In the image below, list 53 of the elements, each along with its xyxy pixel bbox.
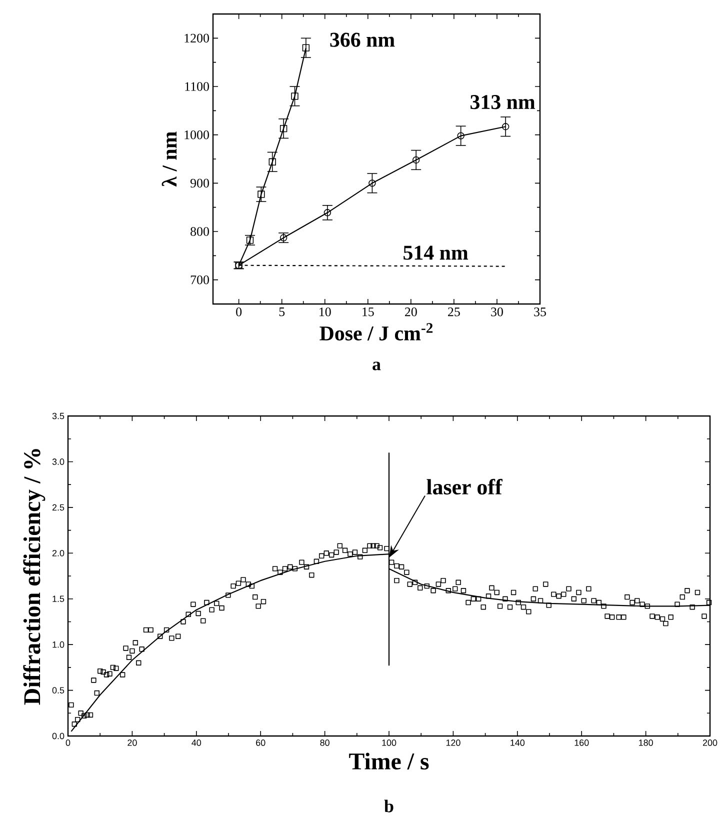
- y-tick-label: 0.5: [52, 687, 64, 694]
- x-tick-label: 35: [534, 308, 546, 316]
- point: [280, 124, 288, 132]
- x-tick-label: 30: [491, 308, 503, 316]
- x-tick-label: 15: [362, 308, 374, 316]
- point: [258, 190, 265, 198]
- y-tick-label: 900: [190, 178, 209, 188]
- x-tick-label: 40: [192, 740, 202, 746]
- x-tick-label: 200: [702, 740, 718, 746]
- point: [291, 92, 298, 100]
- x-tick-label: 60: [256, 740, 266, 746]
- x-tick-label: 120: [446, 740, 460, 746]
- x-tick-label: 10: [320, 308, 331, 316]
- x-tick-label: 160: [574, 740, 589, 746]
- y-tick-label: 2.0: [52, 550, 64, 556]
- point: [324, 209, 332, 216]
- x-tick-label: 25: [448, 308, 460, 316]
- x-tick-label: 0: [236, 308, 242, 316]
- y-tick-label: 1100: [185, 82, 209, 91]
- legend-label: 313 nm: [470, 95, 536, 110]
- text: a: [372, 362, 381, 370]
- x-tick-label: 80: [320, 740, 330, 746]
- y-tick-label: 800: [190, 227, 209, 236]
- y-tick-label: 1200: [184, 34, 209, 43]
- point: [268, 158, 276, 166]
- y-tick-label: 1000: [184, 130, 209, 140]
- x-tick-label: 180: [639, 740, 653, 746]
- y-tick-label: 700: [190, 275, 209, 284]
- annotation: laser off: [426, 478, 502, 495]
- y-axis-title: λ / nm: [162, 132, 177, 187]
- y-tick-label: 1.0: [52, 641, 64, 648]
- y-tick-label: 1.5: [52, 596, 64, 602]
- y-tick-label: 0.0: [52, 732, 64, 740]
- x-tick-label: 20: [405, 308, 417, 316]
- text: b: [384, 800, 394, 812]
- x-axis-title: Time / s: [349, 752, 429, 770]
- point: [457, 132, 464, 140]
- x-tick-label: 20: [128, 740, 137, 746]
- y-tick-label: 3.5: [52, 412, 64, 420]
- point: [368, 180, 376, 187]
- series-label: 514 nm: [404, 246, 468, 260]
- y-tick-label: 3.0: [52, 458, 64, 465]
- point: [412, 156, 420, 164]
- point: [302, 44, 310, 52]
- y-axis-title: Diffraction efficiency / %: [23, 449, 46, 705]
- legend-label: 366 nm: [330, 32, 395, 47]
- point: [502, 123, 510, 130]
- x-tick-label: 140: [510, 740, 525, 746]
- x-tick-label: 0: [66, 740, 70, 746]
- x-tick-label: 5: [279, 308, 285, 316]
- x-axis-title: Dose / J cm$^{-2}$: [320, 323, 433, 340]
- y-tick-label: 2.5: [52, 504, 64, 511]
- x-tick-label: 100: [382, 740, 396, 746]
